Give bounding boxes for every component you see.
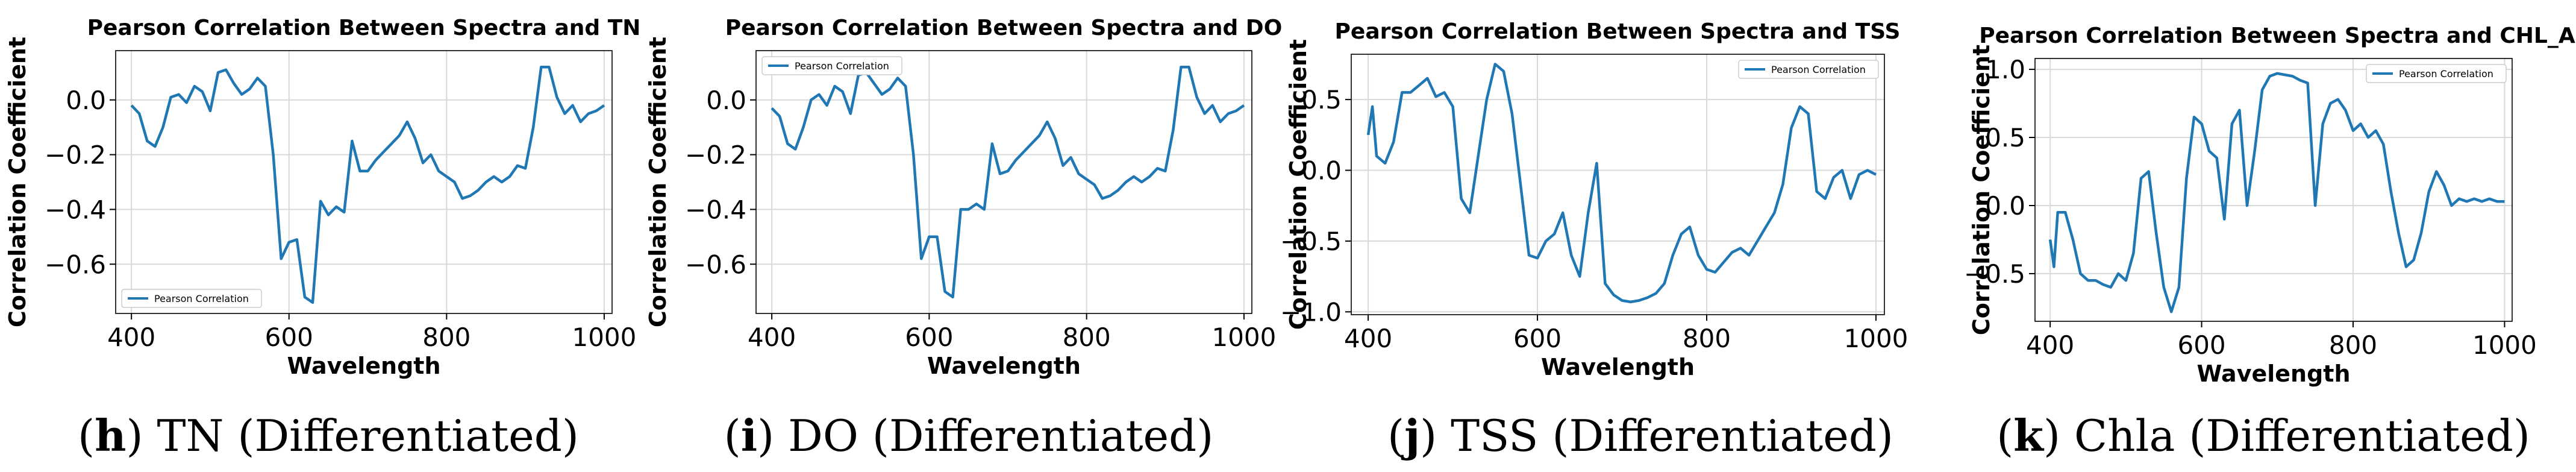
chart-title: Pearson Correlation Between Spectra and … <box>1335 19 1901 44</box>
y-tick-label: 1.0 <box>1985 55 2025 84</box>
y-tick-label: −0.4 <box>45 195 106 224</box>
y-axis-label: Correlation Coefficient <box>645 37 671 327</box>
series-line <box>2048 72 2505 313</box>
x-tick-label: 600 <box>1513 324 1562 353</box>
chart-panel-2: 400 600 800 1000 0.0 −0.2 −0.4 −0.6 Pearson Corr… <box>645 16 1282 461</box>
y-tick-label: −0.5 <box>1964 259 2025 289</box>
legend-label: Pearson Correlation <box>2399 68 2493 80</box>
series-line <box>771 65 1245 299</box>
x-tick-label: 1000 <box>572 323 636 352</box>
chart-title: Pearson Correlation Between Spectra and … <box>87 16 641 40</box>
legend: Pearson Correlation <box>2366 64 2507 83</box>
x-tick-label: 400 <box>2026 330 2074 360</box>
legend-box <box>121 289 262 308</box>
series-line <box>130 65 605 304</box>
x-tick-label: 800 <box>1063 323 1111 352</box>
y-tick-label: 0.0 <box>1985 191 2025 221</box>
x-tick-label: 600 <box>2177 330 2225 360</box>
legend-label: Pearson Correlation <box>1771 64 1866 75</box>
subfigure-caption: (k) Chla (Differentiated) <box>1996 410 2530 461</box>
x-tick-label: 800 <box>422 323 470 352</box>
y-axis-label: Correlation Coefficient <box>4 37 31 327</box>
chart-title: Pearson Correlation Between Spectra and … <box>1979 24 2575 48</box>
x-tick-label: 1000 <box>1211 323 1276 352</box>
y-tick-label: 0.0 <box>1301 156 1342 186</box>
legend: Pearson Correlation <box>121 289 262 308</box>
x-axis-label: Wavelength <box>2196 360 2350 387</box>
legend: Pearson Correlation <box>1738 60 1879 79</box>
y-tick-label: −0.2 <box>45 140 106 170</box>
legend-box <box>1738 60 1879 79</box>
x-tick-label: 600 <box>905 323 953 352</box>
plot-frame <box>755 50 1252 314</box>
y-tick-label: −0.6 <box>685 250 746 279</box>
series-line <box>1366 63 1877 304</box>
x-tick-label: 800 <box>1683 324 1731 353</box>
chart-title: Pearson Correlation Between Spectra and … <box>725 16 1283 40</box>
y-tick-label: 0.5 <box>1985 123 2025 153</box>
y-axis-label: Correlation Coefficient <box>1968 45 1995 335</box>
subfigure-caption: (i) DO (Differentiated) <box>724 410 1214 461</box>
y-tick-label: −0.6 <box>45 250 106 279</box>
y-tick-label: −0.5 <box>1280 227 1342 256</box>
x-tick-label: 400 <box>748 323 796 352</box>
legend-box <box>761 56 902 75</box>
plot-frame <box>2034 58 2513 322</box>
legend: Pearson Correlation <box>761 56 902 75</box>
legend-box <box>2366 64 2507 83</box>
x-tick-label: 400 <box>107 323 155 352</box>
x-tick-label: 1000 <box>1844 324 1909 353</box>
chart-panel-3: 400 600 800 1000 0.5 0.0 −0.5 −1.0 Pearson Corre… <box>1280 19 1908 461</box>
x-axis-label: Wavelength <box>1541 354 1695 380</box>
plot-frame <box>115 50 613 314</box>
subfigure-caption: (j) TSS (Differentiated) <box>1387 410 1893 461</box>
chart-panel-1: 400 600 800 1000 0.0 −0.2 −0.4 −0.6 Pearson Corr… <box>4 16 640 461</box>
y-tick-label: −1.0 <box>1280 297 1342 327</box>
x-tick-label: 400 <box>1344 324 1392 353</box>
y-tick-label: −0.2 <box>685 140 746 170</box>
y-tick-label: −0.4 <box>685 195 746 224</box>
y-tick-label: 0.0 <box>66 86 106 115</box>
x-tick-label: 800 <box>2329 330 2377 360</box>
x-axis-label: Wavelength <box>287 353 440 379</box>
legend-label: Pearson Correlation <box>154 293 249 304</box>
y-tick-label: 0.0 <box>706 86 746 115</box>
chart-panel-4: 400 600 800 1000 1.0 0.5 0.0 −0.5 Pearson Correl… <box>1964 24 2575 461</box>
x-axis-label: Wavelength <box>927 353 1081 379</box>
plot-frame <box>1351 54 1885 315</box>
subfigure-caption: (h) TN (Differentiated) <box>78 410 579 461</box>
x-tick-label: 600 <box>265 323 313 352</box>
x-tick-label: 1000 <box>2472 330 2537 360</box>
y-tick-label: 0.5 <box>1301 85 1342 115</box>
legend-label: Pearson Correlation <box>795 60 889 72</box>
y-axis-label: Correlation Coefficient <box>1285 39 1311 330</box>
